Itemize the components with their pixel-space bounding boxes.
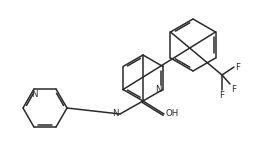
Text: N: N — [155, 85, 162, 94]
Text: N: N — [112, 109, 119, 119]
Text: F: F — [235, 62, 240, 71]
Text: N: N — [31, 90, 37, 99]
Text: F: F — [220, 91, 225, 100]
Text: F: F — [231, 85, 236, 94]
Text: OH: OH — [165, 109, 178, 119]
